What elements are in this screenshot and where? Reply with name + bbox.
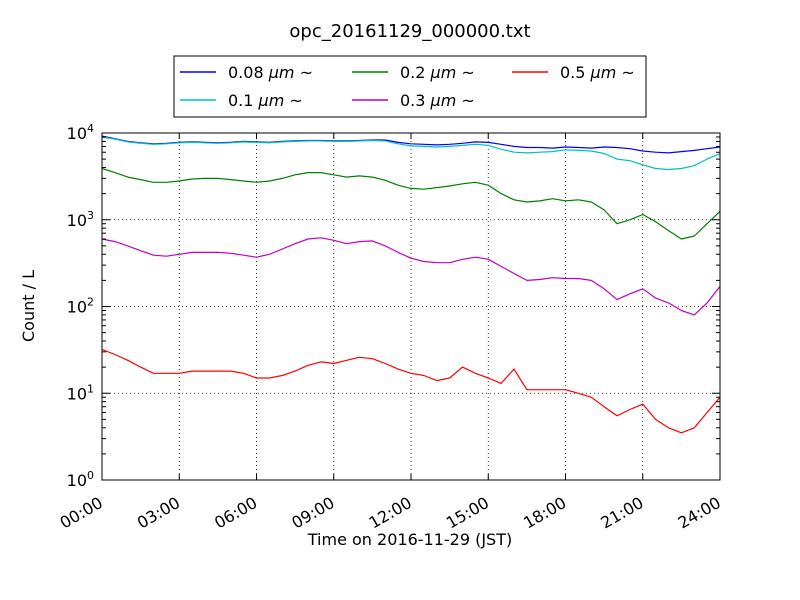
x-tick-label: 06:00 <box>211 493 260 533</box>
legend-label: 0.2 µm ~ <box>400 63 475 82</box>
y-tick-label: 104 <box>67 122 94 143</box>
x-tick-label: 03:00 <box>134 493 183 533</box>
series-line <box>101 237 721 316</box>
ticks <box>101 132 721 481</box>
legend-frame <box>173 55 647 118</box>
x-tick-label: 00:00 <box>57 493 106 533</box>
legend: 0.08 µm ~ 0.1 µm ~ 0.2 µm ~ 0.3 µm ~ 0.5 µm … <box>173 55 647 118</box>
grid <box>102 133 720 480</box>
chart-title: opc_20161129_000000.txt <box>289 21 530 42</box>
y-tick-label: 101 <box>67 382 94 403</box>
x-tick-label: 24:00 <box>675 493 724 533</box>
x-axis-label: Time on 2016-11-29 (JST) <box>307 530 512 549</box>
x-tick-labels: 00:00 03:00 06:00 09:00 12:00 15:00 18:00 21:00… <box>57 493 724 533</box>
x-tick-label: 18:00 <box>520 493 569 533</box>
series-line <box>101 348 721 434</box>
series-layer <box>101 135 721 434</box>
y-tick-label: 102 <box>67 296 94 317</box>
x-tick-label: 21:00 <box>597 493 646 533</box>
series-line <box>101 136 721 171</box>
series-line <box>101 167 721 240</box>
legend-label: 0.1 µm ~ <box>228 91 303 110</box>
legend-label: 0.08 µm ~ <box>228 63 313 82</box>
y-tick-label: 100 <box>67 469 94 490</box>
x-tick-label: 12:00 <box>366 493 415 533</box>
legend-label: 0.3 µm ~ <box>400 91 475 110</box>
y-tick-labels: 100 101 102 103 104 <box>67 122 94 490</box>
x-tick-label: 09:00 <box>288 493 337 533</box>
legend-label: 0.5 µm ~ <box>560 63 635 82</box>
x-tick-label: 15:00 <box>443 493 492 533</box>
y-tick-label: 103 <box>67 209 94 230</box>
y-axis-label: Count / L <box>19 270 38 342</box>
